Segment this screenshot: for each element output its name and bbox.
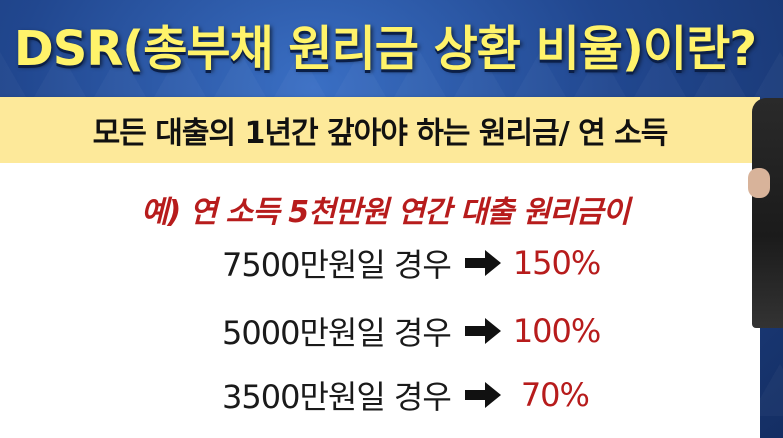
right-arrow-icon	[464, 318, 501, 344]
case-row: 7500만원일 경우 150%	[222, 238, 601, 288]
right-arrow-icon	[464, 382, 501, 408]
presenter-figure	[752, 98, 783, 328]
case-row: 5000만원일 경우 100%	[222, 306, 601, 356]
presenter-hand	[748, 168, 770, 198]
definition-bar: 모든 대출의 1년간 갚아야 하는 원리금/ 연 소득	[0, 97, 760, 163]
example-box: 예) 연 소득 5천만원 연간 대출 원리금이 7500만원일 경우 150% …	[0, 163, 760, 438]
slide-title: DSR(총부채 원리금 상환 비율)이란?	[13, 21, 757, 77]
definition-text: 모든 대출의 1년간 갚아야 하는 원리금/ 연 소득	[92, 116, 669, 151]
case-value: 100%	[512, 312, 601, 350]
case-row: 3500만원일 경우 70%	[222, 370, 590, 420]
example-heading: 예) 연 소득 5천만원 연간 대출 원리금이	[140, 195, 630, 230]
right-arrow-icon	[464, 250, 501, 276]
case-label: 3500만원일 경우	[222, 378, 452, 416]
case-value: 150%	[512, 244, 601, 282]
case-label: 7500만원일 경우	[222, 246, 452, 284]
case-label: 5000만원일 경우	[222, 314, 452, 352]
case-value: 70%	[520, 376, 590, 414]
